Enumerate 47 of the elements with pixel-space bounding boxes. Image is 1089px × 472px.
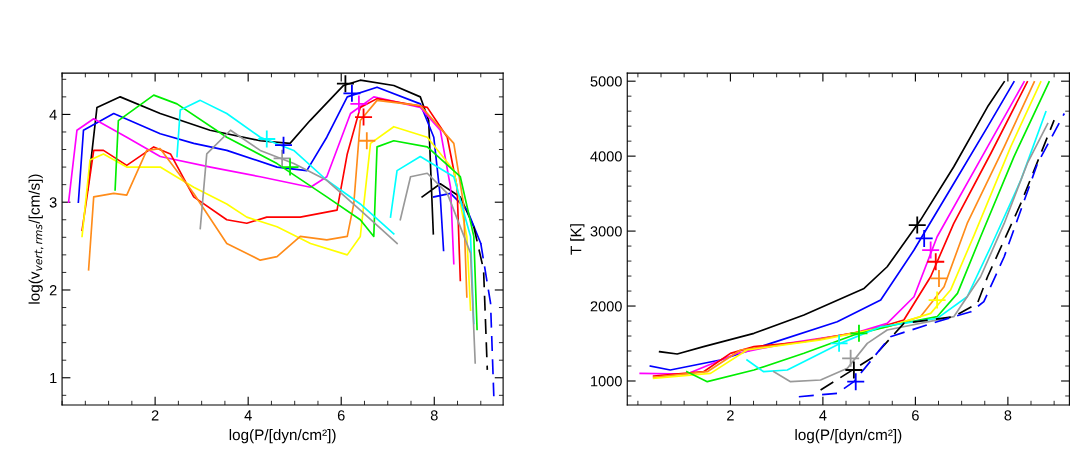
point xyxy=(926,252,946,272)
y-tick-label: 2 xyxy=(49,285,57,296)
line-series xyxy=(114,94,478,331)
x-axis-title: log(P/[dyn/cm²]) xyxy=(795,428,902,444)
point xyxy=(349,94,369,114)
line-series xyxy=(746,111,1047,373)
point xyxy=(357,131,377,151)
point xyxy=(927,290,947,310)
y-axis-title: log(v$_{vert,rms}$/[cm/s]) xyxy=(28,174,44,304)
x-tick-label: 4 xyxy=(819,410,827,421)
y-tick-label: 2000 xyxy=(590,301,622,312)
y-tick-label: 5000 xyxy=(590,76,622,87)
y-tick-label: 1 xyxy=(50,373,57,384)
y-tick-label: 4000 xyxy=(590,151,622,162)
x-tick-label: 6 xyxy=(912,410,919,421)
point xyxy=(849,323,869,343)
y-tick-label: 4 xyxy=(49,109,57,120)
point xyxy=(335,74,355,94)
point xyxy=(829,333,849,353)
x-tick-label: 4 xyxy=(244,410,252,421)
point xyxy=(280,157,300,177)
x-axis-title: log(P/[dyn/cm²]) xyxy=(229,428,336,444)
point xyxy=(844,360,864,380)
y-tick-label: 1000 xyxy=(591,376,622,387)
line-series xyxy=(81,125,472,312)
y-tick-label: 3000 xyxy=(590,226,622,237)
point xyxy=(921,240,941,260)
point xyxy=(257,129,277,149)
point xyxy=(907,215,927,235)
line-series xyxy=(819,119,1055,391)
point xyxy=(841,348,861,368)
point xyxy=(846,372,866,392)
x-tick-label: 8 xyxy=(1004,410,1012,421)
point xyxy=(272,148,292,168)
x-tick-label: 8 xyxy=(430,410,438,421)
point xyxy=(274,135,293,155)
x-tick-label: 2 xyxy=(727,410,734,421)
line-series xyxy=(798,112,1066,398)
point xyxy=(929,268,949,288)
point xyxy=(914,229,934,248)
y-tick-label: 3 xyxy=(49,197,57,208)
point xyxy=(354,107,373,127)
y-axis-title: T [K] xyxy=(570,224,585,255)
x-tick-label: 6 xyxy=(337,410,345,421)
x-tick-label: 2 xyxy=(151,410,159,421)
point xyxy=(342,83,362,103)
line-series xyxy=(773,122,1049,383)
